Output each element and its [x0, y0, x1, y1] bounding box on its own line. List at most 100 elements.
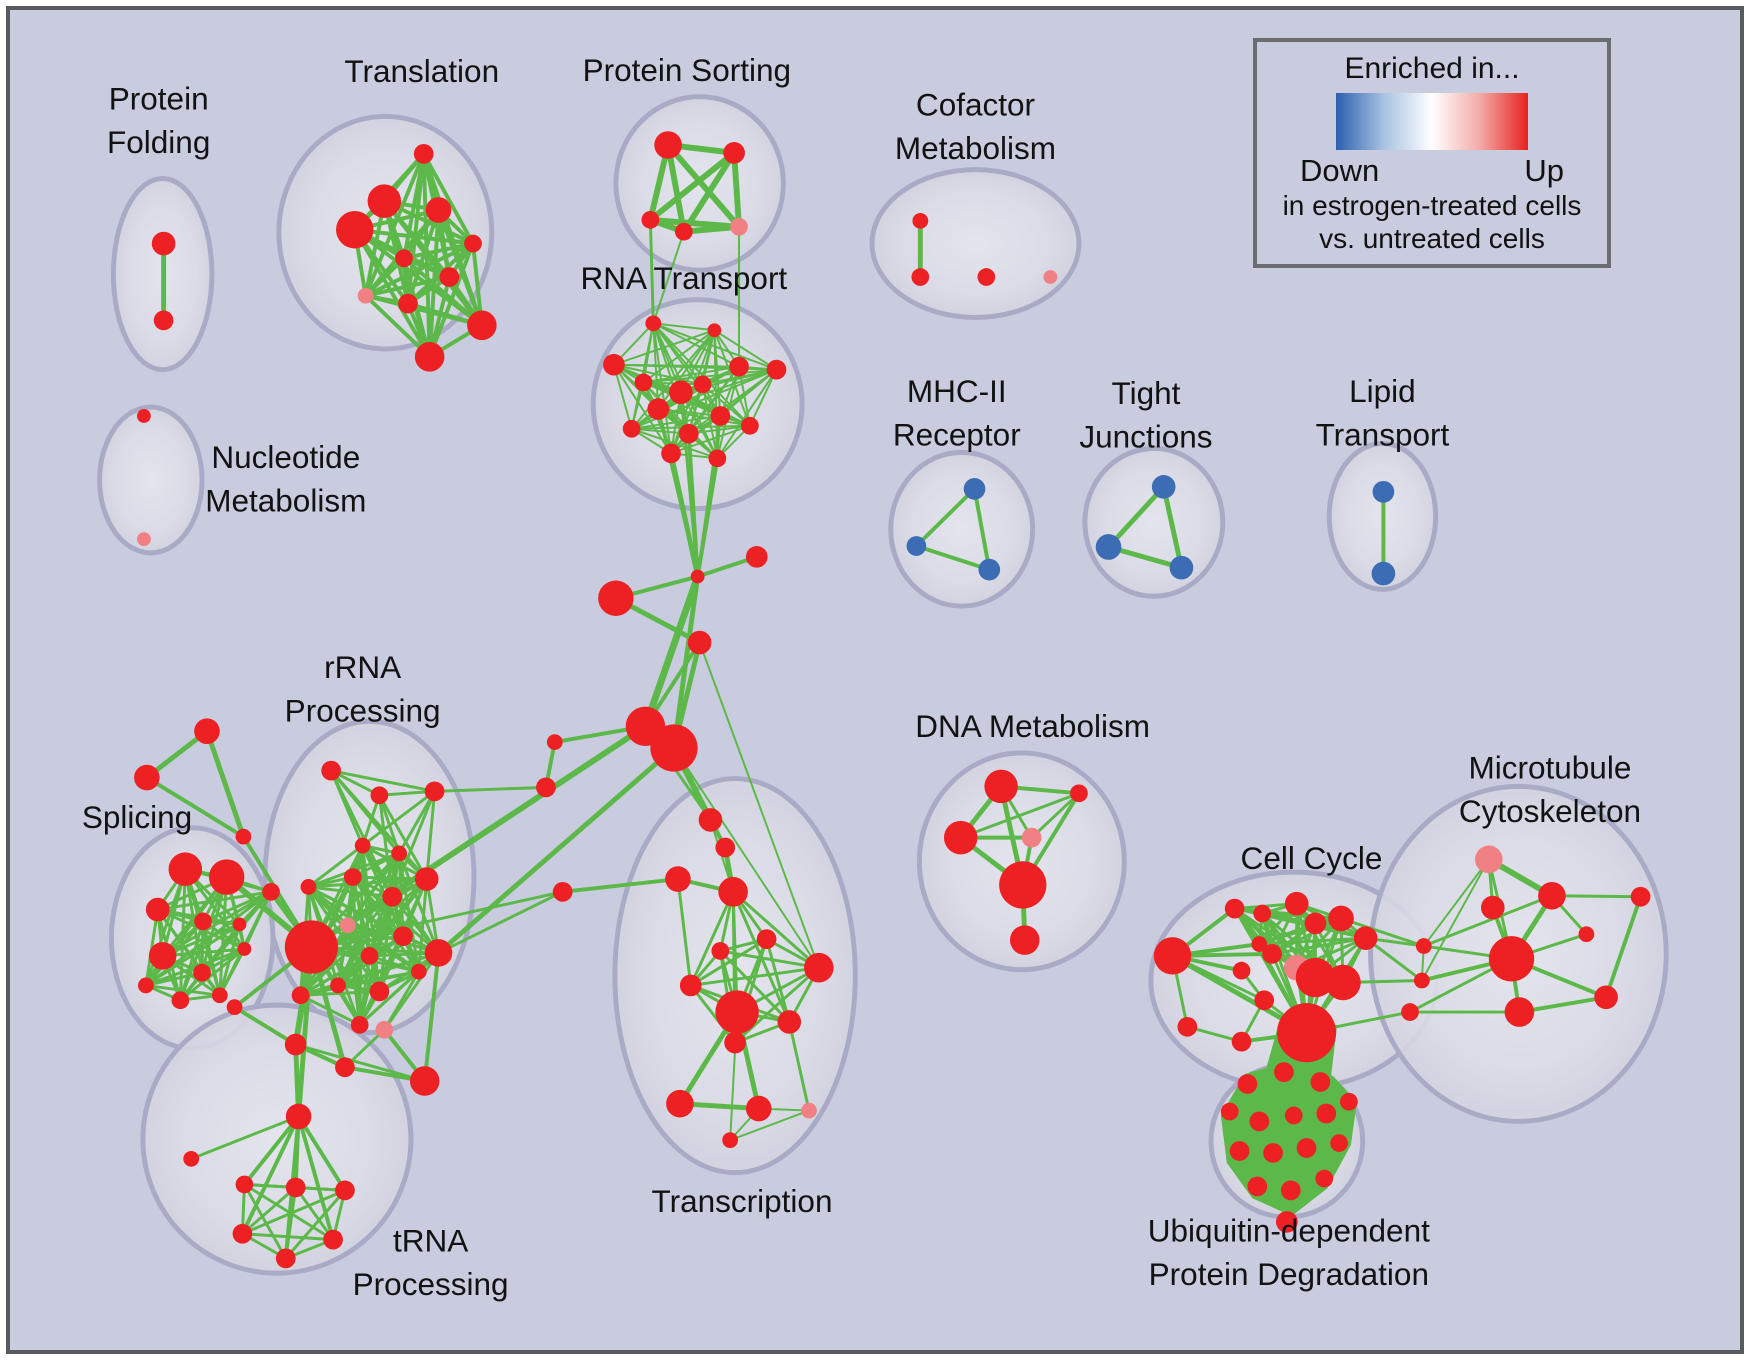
node-n2 — [137, 532, 151, 546]
node-x15 — [722, 1132, 739, 1149]
node-rr11 — [360, 947, 379, 965]
node-ps5 — [730, 217, 748, 236]
node-cf1 — [912, 212, 929, 229]
node-rr8 — [382, 886, 403, 907]
node-sp11 — [171, 991, 190, 1010]
node-u9 — [1229, 1141, 1250, 1161]
cluster-tight-junctions-label-line2: Junctions — [1079, 418, 1212, 454]
edge-r5-r7 — [642, 365, 741, 384]
node-x12 — [666, 1089, 694, 1118]
edge-r6-r15 — [716, 368, 778, 460]
edge-mt1-mt6 — [1550, 894, 1643, 899]
node-r6 — [766, 359, 787, 380]
node-t2 — [367, 184, 402, 218]
cluster-protein-folding-label-line2: Folding — [107, 124, 210, 160]
node-b3 — [1401, 1003, 1419, 1021]
edge-r11-r15 — [630, 427, 719, 460]
legend-up-label: Up — [1524, 153, 1564, 188]
node-u10 — [1263, 1143, 1283, 1163]
node-s2 — [536, 777, 556, 798]
node-m1 — [963, 478, 986, 500]
node-r8 — [693, 375, 712, 394]
node-r9 — [647, 398, 670, 420]
edge-r3-r6 — [612, 363, 778, 371]
edge-mt5-mt6 — [1604, 894, 1643, 1000]
edge-mtp-b1 — [1422, 858, 1490, 948]
edge-tj1-tj2 — [1106, 484, 1167, 550]
node-mt2 — [1480, 895, 1505, 920]
edge-rr3-rr4 — [361, 789, 437, 848]
node-rr7 — [300, 879, 317, 895]
node-mt3 — [1488, 936, 1535, 982]
edge-x8-x11 — [689, 983, 737, 1045]
node-sp1 — [168, 852, 203, 886]
page: { "legend": { "title": "Enriched in...",… — [0, 6, 1750, 1354]
edge-cc5-cc8 — [1270, 916, 1343, 956]
node-d4 — [1021, 827, 1042, 848]
node-mt5 — [1594, 985, 1618, 1010]
node-f2 — [285, 1177, 306, 1198]
node-r15 — [708, 449, 727, 468]
node-h2 — [650, 724, 698, 772]
edge-r4-c1 — [679, 390, 700, 579]
node-ps3 — [641, 211, 660, 229]
node-rr5 — [391, 845, 407, 862]
node-pf1 — [151, 231, 176, 256]
edge-t4-t11 — [352, 227, 432, 359]
node-mt1 — [1538, 881, 1566, 910]
cluster-dna-metabolism-ellipse — [916, 750, 1127, 973]
node-cc11 — [1325, 964, 1361, 1001]
node-sp10 — [138, 977, 154, 994]
legend-gradient-bar — [1336, 93, 1528, 150]
node-ps2 — [723, 142, 745, 164]
cluster-ubiquitin-degradation-label-line2: Protein Degradation — [1149, 1256, 1429, 1292]
node-rr13 — [424, 939, 453, 967]
node-x6 — [711, 942, 730, 960]
cluster-mhc-ii-receptor-label-line1: MHC-II — [907, 373, 1007, 409]
edge-rr1-rr3 — [329, 769, 437, 793]
node-f4 — [232, 1223, 253, 1244]
edge-r10-c1 — [696, 414, 722, 579]
edge-x5-x8 — [689, 937, 769, 987]
edge-m1-m3 — [972, 486, 992, 572]
node-mt7 — [1578, 926, 1595, 943]
edge-u2-u15 — [1282, 1071, 1326, 1180]
figure-frame: Protein Folding Translation Protein Sorting… — [6, 6, 1744, 1354]
node-x1 — [698, 808, 723, 832]
node-sp2 — [208, 859, 245, 895]
cluster-lipid-transport-label-line2: Transport — [1316, 417, 1450, 453]
node-sp8 — [237, 942, 252, 956]
node-d3 — [943, 820, 978, 855]
edge-h2-x7 — [673, 747, 820, 969]
edge-rr2-rr9 — [377, 793, 429, 881]
node-t11 — [414, 342, 445, 372]
cluster-rna-transport-label: RNA Transport — [581, 260, 788, 296]
node-r13 — [741, 416, 759, 435]
edge-f2-f6 — [294, 1185, 335, 1242]
edge-t1-t8 — [363, 151, 426, 298]
cluster-nucleotide-metabolism-label-line1: Nucleotide — [211, 439, 360, 475]
node-u13 — [1247, 1176, 1268, 1197]
network-svg: Protein Folding Translation Protein Sorting… — [82, 52, 1669, 1302]
node-tj3 — [1169, 555, 1194, 580]
edge-rr5-rr17 — [397, 851, 421, 974]
edge-rr12-rr14 — [299, 934, 405, 997]
cluster-rrna-processing-label-line1: rRNA — [324, 649, 401, 685]
node-x3 — [665, 866, 691, 892]
node-tr2 — [134, 764, 160, 791]
edge-cc6-cc8 — [1270, 936, 1368, 956]
edge-x6-x10 — [718, 949, 791, 1024]
edge-tn1-tn2 — [232, 1005, 298, 1047]
edge-ps1-ps5 — [665, 142, 742, 230]
node-cf2 — [911, 268, 930, 286]
node-cch — [1277, 1003, 1337, 1063]
edge-ps1-ps4 — [665, 142, 687, 235]
node-r10 — [710, 406, 731, 426]
node-lt1 — [1372, 480, 1395, 503]
edge-r2-r9 — [657, 329, 716, 411]
node-tr3 — [235, 828, 252, 845]
edge-u3-u4 — [1228, 1081, 1322, 1113]
node-pf2 — [153, 310, 174, 331]
node-n1 — [137, 409, 151, 423]
edge-r6-r7 — [642, 368, 778, 384]
